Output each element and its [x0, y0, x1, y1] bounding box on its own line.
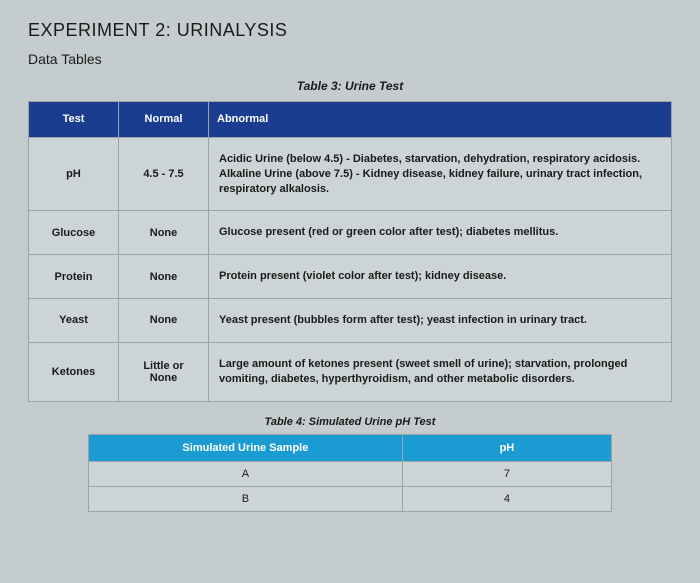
cell-test: Glucose: [29, 211, 119, 255]
cell-abnormal: Large amount of ketones present (sweet s…: [209, 342, 672, 401]
cell-normal: None: [119, 211, 209, 255]
table-row: B 4: [89, 486, 612, 511]
cell-normal: None: [119, 255, 209, 299]
table4-container: Simulated Urine Sample pH A 7 B 4: [28, 434, 672, 512]
table-row: Protein None Protein present (violet col…: [29, 255, 672, 299]
cell-abnormal: Acidic Urine (below 4.5) - Diabetes, sta…: [209, 137, 672, 211]
table3-col-test: Test: [29, 102, 119, 138]
table-row: pH 4.5 - 7.5 Acidic Urine (below 4.5) - …: [29, 137, 672, 211]
cell-normal: None: [119, 299, 209, 343]
table3-title: Table 3: Urine Test: [28, 79, 672, 93]
cell-sample: B: [89, 486, 403, 511]
table4-header-row: Simulated Urine Sample pH: [89, 434, 612, 461]
cell-test: Protein: [29, 255, 119, 299]
table-row: A 7: [89, 461, 612, 486]
table4-col-ph: pH: [402, 434, 611, 461]
cell-normal: Little or None: [119, 342, 209, 401]
table3-col-abnormal: Abnormal: [209, 102, 672, 138]
table3-header-row: Test Normal Abnormal: [29, 102, 672, 138]
cell-test: pH: [29, 137, 119, 211]
table-row: Glucose None Glucose present (red or gre…: [29, 211, 672, 255]
cell-normal: 4.5 - 7.5: [119, 137, 209, 211]
table4-col-sample: Simulated Urine Sample: [89, 434, 403, 461]
cell-test: Ketones: [29, 342, 119, 401]
table3-col-normal: Normal: [119, 102, 209, 138]
table4-title: Table 4: Simulated Urine pH Test: [28, 416, 672, 428]
cell-abnormal: Glucose present (red or green color afte…: [209, 211, 672, 255]
cell-abnormal: Yeast present (bubbles form after test);…: [209, 299, 672, 343]
page-heading: EXPERIMENT 2: URINALYSIS: [28, 20, 672, 41]
table-row: Ketones Little or None Large amount of k…: [29, 342, 672, 401]
cell-ph: 7: [402, 461, 611, 486]
table3: Test Normal Abnormal pH 4.5 - 7.5 Acidic…: [28, 101, 672, 402]
cell-sample: A: [89, 461, 403, 486]
table4: Simulated Urine Sample pH A 7 B 4: [88, 434, 612, 512]
table-row: Yeast None Yeast present (bubbles form a…: [29, 299, 672, 343]
cell-test: Yeast: [29, 299, 119, 343]
cell-abnormal: Protein present (violet color after test…: [209, 255, 672, 299]
cell-ph: 4: [402, 486, 611, 511]
page-subheading: Data Tables: [28, 51, 672, 67]
